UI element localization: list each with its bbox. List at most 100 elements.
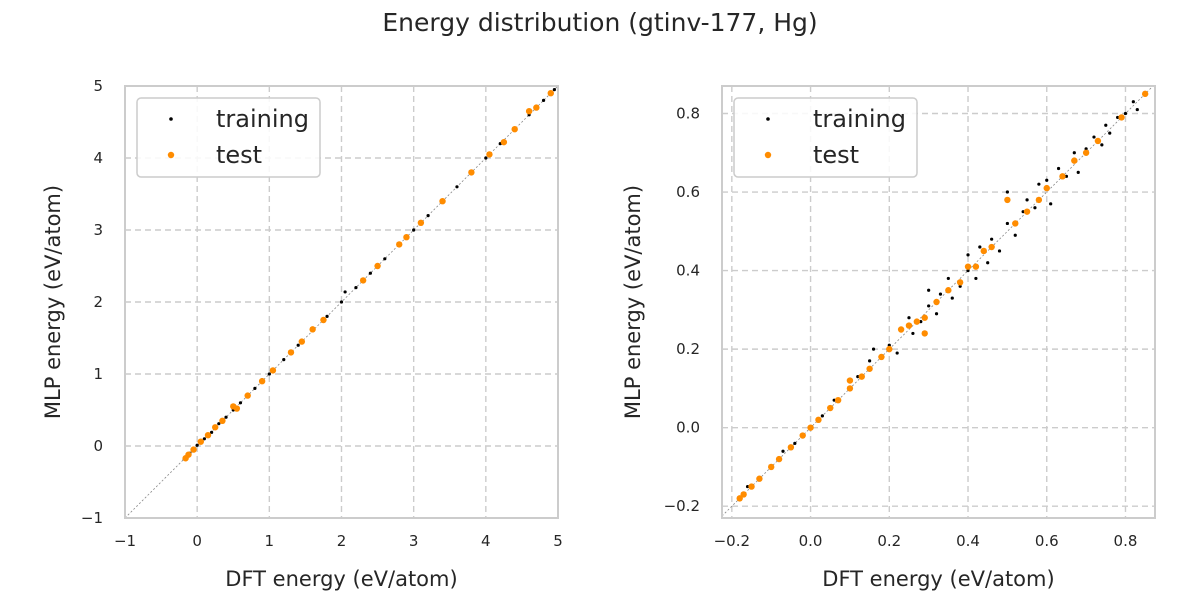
- data-point-training: [946, 276, 950, 281]
- data-point-test: [921, 314, 928, 321]
- data-point-training: [895, 351, 899, 355]
- data-point-training: [1025, 198, 1029, 202]
- data-point-test: [736, 495, 743, 502]
- data-point-training: [1049, 202, 1053, 206]
- data-point-training: [217, 422, 221, 426]
- data-point-training: [990, 237, 994, 241]
- data-point-test: [500, 138, 508, 146]
- y-tick-label: 2: [93, 293, 103, 311]
- data-point-test: [988, 243, 995, 251]
- data-point-training: [966, 253, 970, 257]
- x-tick-label: 0.2: [877, 532, 901, 550]
- legend-box: [136, 97, 321, 178]
- data-point-training: [887, 343, 891, 347]
- data-point-test: [468, 169, 475, 176]
- plot-frame: [124, 85, 559, 519]
- x-tick-label: 1: [265, 532, 275, 550]
- data-point-test: [1059, 173, 1066, 180]
- y-tick-label: 0: [93, 437, 103, 455]
- data-point-training: [202, 437, 206, 441]
- x-tick-label: 2: [337, 532, 347, 550]
- data-point-training: [1045, 178, 1049, 182]
- data-point-training: [958, 284, 962, 288]
- data-point-test: [359, 277, 367, 284]
- y-tick-label: −1: [81, 509, 103, 527]
- figure-title: Energy distribution (gtinv-177, Hg): [382, 8, 818, 37]
- data-point-training: [1100, 143, 1104, 147]
- data-point-training: [966, 268, 970, 273]
- data-point-test: [1012, 220, 1019, 227]
- data-point-test: [298, 338, 306, 345]
- data-point-test: [287, 349, 295, 356]
- data-point-test: [197, 438, 204, 445]
- data-point-training: [1005, 221, 1009, 226]
- data-point-test: [212, 424, 219, 431]
- data-point-test: [185, 451, 192, 458]
- data-point-test: [972, 263, 980, 270]
- data-point-training: [832, 398, 836, 402]
- data-point-training: [781, 449, 785, 453]
- data-point-test: [269, 367, 277, 374]
- data-point-test: [525, 108, 533, 115]
- chart-panel-2: −0.2 0.0 0.2 0.4 0.6 0.8 −0.2 0.0 0.2 0.4 0.6 0.8 DF…: [621, 85, 1156, 591]
- legend-label-training: training: [216, 105, 309, 133]
- y-tick-label: 3: [93, 221, 103, 239]
- data-point-test: [807, 424, 814, 431]
- legend: training test: [733, 97, 918, 178]
- data-point-test: [878, 353, 885, 361]
- y-tick-label: 0.4: [676, 262, 700, 280]
- data-point-training: [1116, 115, 1120, 120]
- data-point-test: [787, 444, 795, 451]
- y-axis-label: MLP energy (eV/atom): [621, 185, 645, 419]
- data-point-training: [325, 314, 329, 318]
- data-point-training: [1092, 135, 1096, 139]
- data-point-test: [320, 316, 327, 324]
- data-point-test: [827, 404, 834, 412]
- data-point-training: [541, 98, 546, 102]
- data-point-training: [484, 156, 488, 160]
- plot-frame: [721, 85, 1156, 519]
- data-point-training: [343, 290, 347, 294]
- x-tick-label: 5: [553, 532, 563, 550]
- data-point-training: [1072, 151, 1076, 155]
- chart-panel-1: −1 0 1 2 3 4 5 −1 0 1 2 3 4 5 DFT energy (eV/atom) MLP …: [41, 77, 563, 591]
- data-point-test: [1094, 137, 1102, 145]
- data-point-training: [820, 414, 824, 418]
- data-point-test: [374, 262, 381, 270]
- data-point-training: [1123, 111, 1128, 116]
- data-point-test: [866, 365, 873, 372]
- x-tick-label: 0.4: [956, 532, 980, 550]
- data-point-training: [871, 347, 876, 351]
- data-point-test: [1035, 196, 1043, 204]
- y-tick-label: 0.6: [676, 183, 700, 201]
- x-tick-label: −0.2: [714, 532, 750, 550]
- data-point-training: [978, 245, 982, 249]
- y-tick-label: 4: [93, 149, 103, 167]
- data-point-test: [964, 263, 972, 270]
- data-point-training: [927, 304, 931, 308]
- data-point-training: [938, 292, 943, 296]
- data-point-test: [740, 491, 747, 498]
- x-tick-label: 0.0: [799, 532, 823, 550]
- data-point-test: [439, 198, 446, 205]
- data-point-test: [921, 330, 928, 337]
- data-point-test: [204, 432, 212, 439]
- y-tick-label: −0.2: [664, 497, 700, 515]
- data-point-test: [834, 396, 842, 404]
- data-point-training: [950, 296, 954, 300]
- data-point-training: [1108, 131, 1112, 135]
- data-point-test: [1118, 114, 1125, 121]
- data-point-training: [1084, 147, 1088, 151]
- data-point-training: [1005, 190, 1009, 194]
- data-point-test: [547, 90, 554, 97]
- data-point-test: [756, 475, 763, 482]
- data-point-test: [511, 126, 518, 133]
- data-point-test: [815, 416, 822, 424]
- data-point-training: [745, 484, 750, 489]
- x-tick-label: 3: [409, 532, 419, 550]
- data-point-test: [1023, 208, 1031, 215]
- data-point-training: [282, 358, 286, 362]
- data-point-test: [1071, 157, 1078, 164]
- data-point-test: [858, 373, 865, 380]
